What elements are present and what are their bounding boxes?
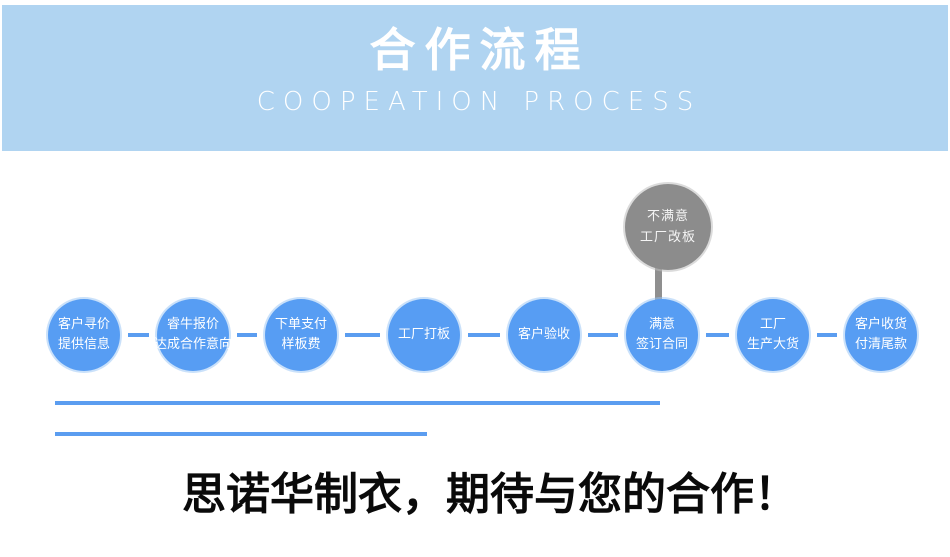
- flow-connector-line: [706, 333, 729, 337]
- flow-step-label: 工厂打板: [397, 327, 450, 342]
- decorative-underline-short: [55, 432, 427, 436]
- flow-connector-line: [468, 333, 500, 337]
- flow-step-label: 客户收货: [854, 317, 907, 332]
- flow-step-circle: 工厂 生产大货: [737, 299, 809, 371]
- flow-step-label: 生产大货: [746, 337, 799, 352]
- bubble-line: 不满意: [646, 209, 689, 224]
- page-title: 合作流程: [369, 23, 590, 77]
- flow-step-label: 签订合同: [635, 337, 688, 352]
- flow-step-circle: 客户寻价 提供信息: [48, 299, 120, 371]
- page-subtitle: COOPEATION PROCESS: [256, 87, 702, 117]
- footer: 思诺华制衣，期待与您的合作！: [0, 466, 950, 524]
- flow-connector-line: [345, 333, 380, 337]
- flow-step-label: 客户寻价: [57, 317, 110, 332]
- banner: 合作流程 COOPEATION PROCESS: [2, 5, 948, 151]
- flow-step-label: 客户验收: [517, 327, 570, 342]
- decorative-underline-long: [55, 401, 660, 405]
- flow-step-label: 达成合作意向: [154, 337, 233, 352]
- flow-step-circle: 下单支付 样板费: [265, 299, 337, 371]
- flow-step-label: 样板费: [281, 337, 321, 352]
- flow-connector-line: [128, 333, 149, 337]
- flow-step-circle: 客户收货 付清尾款: [845, 299, 917, 371]
- flow-connector-line: [588, 333, 618, 337]
- flow-step-label: 付清尾款: [854, 337, 907, 352]
- flow-step-label: 下单支付: [274, 317, 327, 332]
- flow-step-label: 满意: [648, 317, 675, 332]
- flow-connector-line: [237, 333, 257, 337]
- flow-step-circle: 客户验收: [508, 299, 580, 371]
- rework-connector-line: [655, 263, 662, 301]
- flow-step-label: 提供信息: [57, 337, 110, 352]
- flow-step-circle: 满意 签订合同: [626, 299, 698, 371]
- flow-connector-line: [817, 333, 837, 337]
- flow-step-label: 睿牛报价: [166, 317, 219, 332]
- dissatisfied-rework-bubble: 不满意 工厂改板: [625, 184, 711, 270]
- bubble-line: 工厂改板: [639, 230, 696, 245]
- flow-step-circle: 睿牛报价达成合作意向: [154, 299, 233, 371]
- flow-step-circle: 工厂打板: [388, 299, 460, 371]
- slogan: 思诺华制衣，期待与您的合作！: [182, 469, 798, 520]
- flow-step-label: 工厂: [759, 317, 786, 332]
